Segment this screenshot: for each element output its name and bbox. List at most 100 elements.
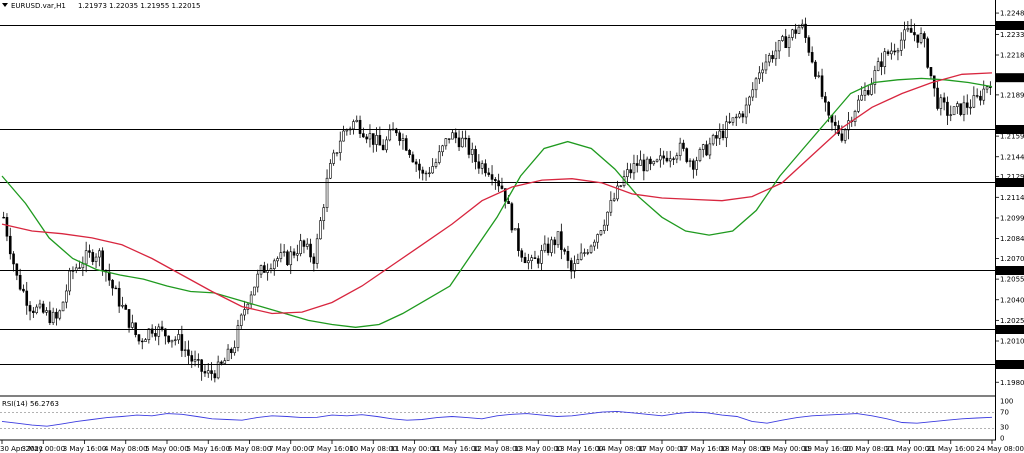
candle-body bbox=[609, 200, 613, 213]
candle-body bbox=[378, 135, 382, 146]
candle-body bbox=[569, 260, 573, 272]
candle-body bbox=[692, 160, 695, 170]
candle-body bbox=[296, 253, 299, 256]
candle-body bbox=[243, 309, 246, 316]
candle-body bbox=[550, 239, 553, 253]
candle-body bbox=[642, 159, 646, 172]
candle-body bbox=[137, 334, 141, 342]
candle-body bbox=[200, 359, 203, 372]
candle-body bbox=[880, 61, 883, 68]
rsi-tick-label: 0 bbox=[1000, 435, 1004, 443]
candle-body bbox=[388, 129, 392, 141]
candle-body bbox=[827, 101, 830, 116]
price-tick-label: 1.21145 bbox=[1000, 194, 1024, 202]
main-price-pane[interactable] bbox=[0, 0, 996, 440]
candle-body bbox=[847, 120, 850, 131]
candle-body bbox=[187, 349, 190, 356]
candle-body bbox=[916, 34, 920, 43]
candle-body bbox=[883, 51, 887, 68]
candle-body bbox=[708, 143, 712, 156]
candle-body bbox=[794, 29, 797, 34]
candle-body bbox=[761, 69, 764, 74]
candle-body bbox=[279, 252, 283, 259]
candle-body bbox=[289, 251, 293, 266]
candle-body bbox=[239, 314, 243, 326]
candle-body bbox=[32, 310, 35, 313]
candle-body bbox=[784, 36, 788, 49]
candle-body bbox=[672, 158, 675, 160]
candle-body bbox=[807, 37, 811, 53]
candle-body bbox=[718, 130, 722, 139]
candle-body bbox=[893, 50, 896, 53]
time-tick-label: 12 May 08:00 bbox=[473, 445, 521, 453]
level-tag-label: 1.20190 bbox=[998, 326, 1024, 334]
candle-body bbox=[530, 257, 533, 261]
time-tick-label: 20 May 08:00 bbox=[844, 445, 892, 453]
price-tick-label: 1.20400 bbox=[1000, 296, 1024, 304]
level-price-tags: 1.22395 1.21639 1.21258 1.20617 1.20190 1.199… bbox=[996, 21, 1024, 369]
candle-body bbox=[556, 231, 560, 246]
collapse-triangle-icon[interactable] bbox=[2, 3, 8, 7]
time-tick-label: 13 May 00:00 bbox=[514, 445, 562, 453]
candle-body bbox=[362, 133, 365, 138]
candle-body bbox=[942, 97, 946, 103]
candle-body bbox=[929, 67, 933, 77]
candle-body bbox=[857, 99, 860, 112]
candle-body bbox=[216, 361, 220, 379]
candle-body bbox=[91, 252, 95, 262]
candle-body bbox=[500, 185, 504, 189]
candle-body bbox=[487, 172, 491, 175]
candle-body bbox=[375, 135, 378, 145]
candle-body bbox=[731, 117, 735, 123]
candle-body bbox=[48, 310, 52, 324]
candle-body bbox=[338, 140, 342, 153]
time-tick-label: 30 Apr 2021 bbox=[0, 445, 43, 453]
candle-body bbox=[946, 101, 949, 116]
candle-body bbox=[540, 250, 543, 264]
candle-body bbox=[18, 274, 22, 290]
candle-body bbox=[381, 144, 385, 151]
price-tick-label: 1.21295 bbox=[1000, 173, 1024, 181]
candle-body bbox=[899, 39, 903, 51]
candle-body bbox=[441, 145, 444, 153]
candle-body bbox=[896, 50, 900, 53]
candle-body bbox=[969, 106, 972, 109]
candle-body bbox=[55, 311, 58, 319]
candle-body bbox=[58, 310, 62, 319]
candle-body bbox=[698, 149, 702, 161]
candle-body bbox=[606, 211, 609, 226]
candle-body bbox=[774, 50, 778, 60]
candle-body bbox=[464, 137, 467, 140]
candle-body bbox=[447, 138, 451, 140]
candle-body bbox=[51, 311, 55, 324]
level-tag-bg bbox=[996, 360, 1024, 369]
candle-body bbox=[144, 339, 147, 342]
candle-body bbox=[639, 159, 642, 166]
time-tick-label: 5 May 00:00 bbox=[145, 445, 189, 453]
candle-body bbox=[121, 304, 124, 307]
candle-body bbox=[685, 148, 689, 162]
candle-body bbox=[936, 87, 939, 109]
candle-body bbox=[230, 348, 233, 354]
candle-body bbox=[906, 28, 910, 31]
candle-body bbox=[507, 201, 510, 204]
candle-body bbox=[368, 133, 372, 140]
candle-body bbox=[583, 252, 586, 254]
candle-body bbox=[913, 32, 916, 36]
candle-body bbox=[134, 322, 137, 335]
candle-body bbox=[292, 251, 296, 256]
candle-body bbox=[797, 26, 801, 34]
candle-body bbox=[520, 250, 524, 258]
level-tag-bg bbox=[996, 325, 1024, 334]
candle-body bbox=[81, 263, 85, 269]
candle-body bbox=[596, 234, 599, 243]
price-tick-label: 1.19800 bbox=[1000, 379, 1024, 387]
rsi-pane[interactable]: RSI(14) 56.2763 bbox=[0, 400, 996, 441]
candle-body bbox=[890, 50, 893, 55]
candle-body bbox=[952, 106, 956, 116]
candle-body bbox=[193, 359, 197, 362]
candle-body bbox=[272, 260, 276, 270]
level-tag-label: 1.19935 bbox=[998, 361, 1024, 369]
